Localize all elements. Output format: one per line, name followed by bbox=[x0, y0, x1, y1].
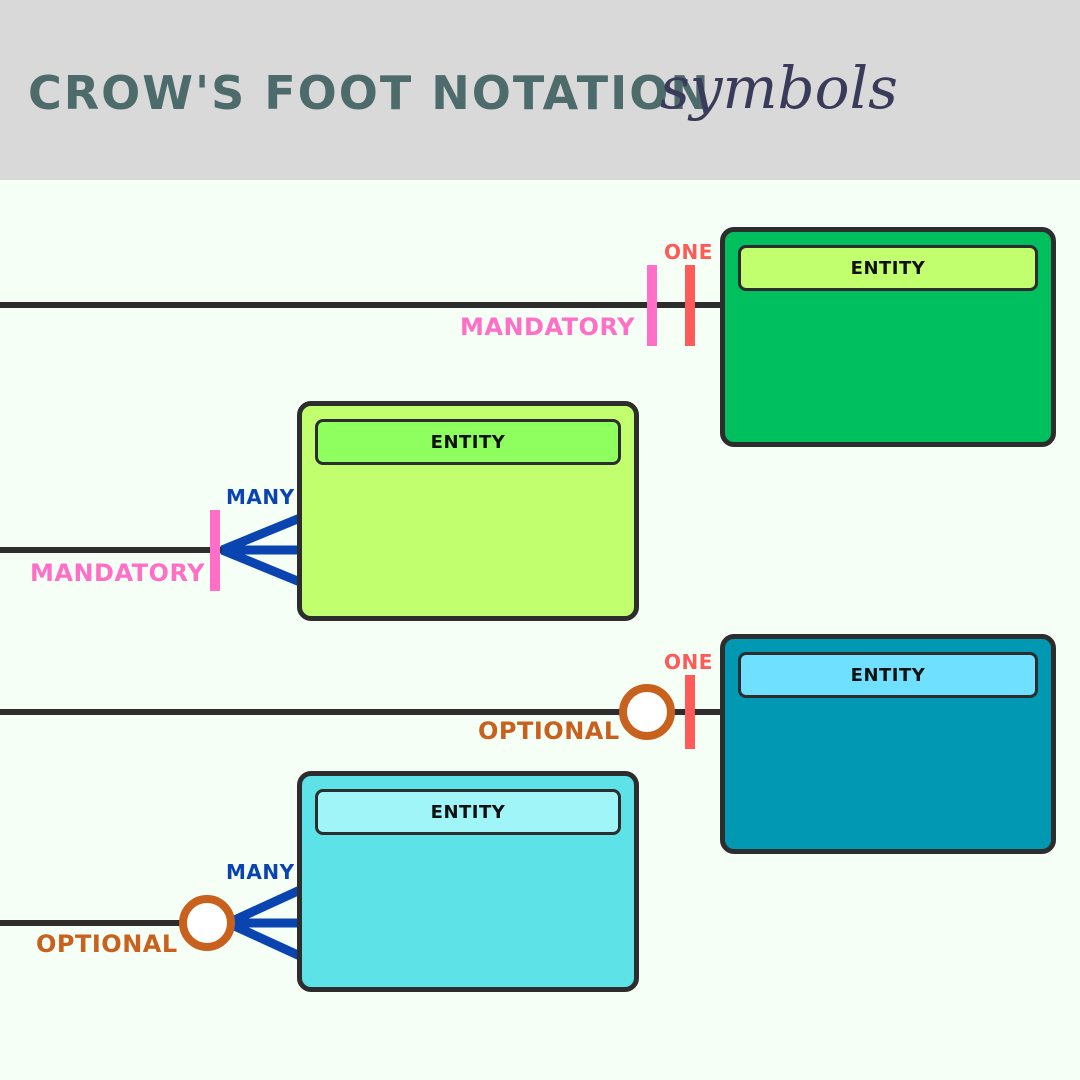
entity-box-4: ENTITY bbox=[297, 771, 639, 992]
entity-header-2: ENTITY bbox=[315, 419, 621, 465]
header-banner: CROW'S FOOT NOTATION symbols bbox=[0, 0, 1080, 180]
participation-label-2: MANDATORY bbox=[30, 559, 205, 587]
cardinality-label-3: ONE bbox=[664, 650, 713, 674]
page-title: CROW'S FOOT NOTATION bbox=[28, 66, 711, 120]
entity-box-2: ENTITY bbox=[297, 401, 639, 621]
entity-box-1: ENTITY bbox=[720, 227, 1056, 447]
page-title-script: symbols bbox=[660, 54, 898, 122]
cardinality-label-1: ONE bbox=[664, 240, 713, 264]
cardinality-label-2: MANY bbox=[226, 485, 295, 509]
crow-foot-2 bbox=[220, 513, 302, 587]
optional-circle-3 bbox=[619, 684, 675, 740]
optional-circle-4 bbox=[179, 895, 235, 951]
participation-label-1: MANDATORY bbox=[460, 313, 635, 341]
participation-label-4: OPTIONAL bbox=[36, 930, 178, 958]
cardinality-label-4: MANY bbox=[226, 860, 295, 884]
entity-box-3: ENTITY bbox=[720, 634, 1056, 854]
crow-foot-4 bbox=[226, 885, 302, 961]
participation-label-3: OPTIONAL bbox=[478, 717, 620, 745]
entity-header-1: ENTITY bbox=[738, 245, 1038, 291]
entity-header-3: ENTITY bbox=[738, 652, 1038, 698]
entity-header-4: ENTITY bbox=[315, 789, 621, 835]
